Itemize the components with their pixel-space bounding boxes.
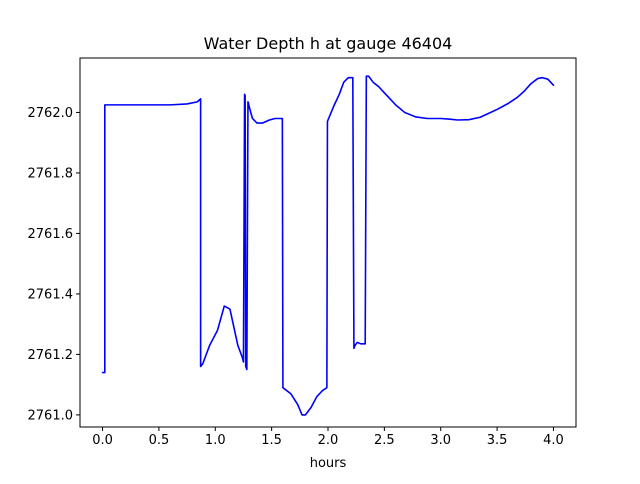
x-axis: 0.0 0.5 1.0 1.5 2.0 2.5 3.0 3.5 4.0 xyxy=(92,427,564,448)
y-tick-label: 2762.0 xyxy=(28,106,74,121)
plot-layer xyxy=(101,75,555,416)
x-tick-label: 3.0 xyxy=(430,433,451,448)
x-tick-label: 0.0 xyxy=(92,433,113,448)
x-tick-label: 0.5 xyxy=(149,433,170,448)
plot-frame xyxy=(79,57,577,428)
chart-title: Water Depth h at gauge 46404 xyxy=(204,34,453,53)
y-tick-label: 2761.6 xyxy=(28,227,74,242)
x-tick-label: 2.0 xyxy=(318,433,339,448)
y-tick-label: 2761.2 xyxy=(28,348,74,363)
x-tick-label: 4.0 xyxy=(543,433,564,448)
x-axis-label: hours xyxy=(310,456,347,471)
x-tick-label: 1.5 xyxy=(261,433,282,448)
y-tick-label: 2761.0 xyxy=(28,408,74,423)
x-tick-label: 3.5 xyxy=(487,433,508,448)
y-axis: 2761.0 2761.2 2761.4 2761.6 2761.8 2762.0 xyxy=(28,106,80,423)
x-tick-label: 2.5 xyxy=(374,433,395,448)
series-line xyxy=(101,75,555,416)
y-tick-label: 2761.8 xyxy=(28,166,74,181)
x-tick-label: 1.0 xyxy=(205,433,226,448)
y-tick-label: 2761.4 xyxy=(28,287,74,302)
